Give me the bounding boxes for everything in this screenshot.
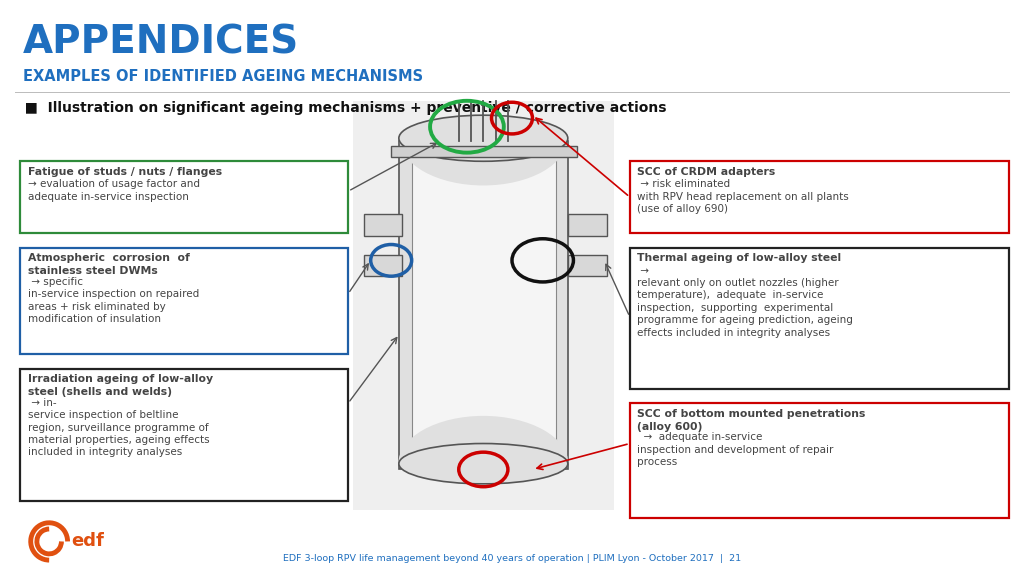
Text: Atmospheric  corrosion  of
stainless steel DWMs: Atmospheric corrosion of stainless steel… — [28, 253, 189, 276]
Bar — [630, 403, 1009, 518]
Text: APPENDICES: APPENDICES — [23, 23, 299, 61]
Text: → in-
service inspection of beltline
region, surveillance programme of
material : → in- service inspection of beltline reg… — [28, 397, 209, 457]
Ellipse shape — [398, 115, 567, 161]
Text: Thermal ageing of low-alloy steel: Thermal ageing of low-alloy steel — [637, 253, 841, 263]
Bar — [568, 214, 607, 236]
Bar — [364, 214, 402, 236]
Ellipse shape — [398, 444, 567, 484]
Bar — [391, 146, 577, 157]
Text: EDF 3-loop RPV life management beyond 40 years of operation | PLIM Lyon - Octobe: EDF 3-loop RPV life management beyond 40… — [283, 554, 741, 563]
Text: → risk eliminated
with RPV head replacement on all plants
(use of alloy 690): → risk eliminated with RPV head replacem… — [637, 179, 849, 214]
Text: → evaluation of usage factor and
adequate in-service inspection: → evaluation of usage factor and adequat… — [28, 179, 200, 202]
Bar — [353, 101, 614, 510]
Text: edf: edf — [72, 532, 104, 551]
Wedge shape — [399, 138, 567, 185]
Text: Fatigue of studs / nuts / flanges: Fatigue of studs / nuts / flanges — [28, 167, 222, 177]
Bar — [399, 141, 568, 469]
Wedge shape — [398, 416, 568, 464]
Text: → specific
in-service inspection on repaired
areas + risk eliminated by
modifica: → specific in-service inspection on repa… — [28, 276, 199, 324]
Text: →
relevant only on outlet nozzles (higher
temperature),  adequate  in-service
in: → relevant only on outlet nozzles (highe… — [637, 266, 853, 338]
Bar — [20, 248, 348, 354]
Bar — [20, 161, 348, 233]
Text: EXAMPLES OF IDENTIFIED AGEING MECHANISMS: EXAMPLES OF IDENTIFIED AGEING MECHANISMS — [23, 69, 423, 84]
Bar — [364, 255, 402, 276]
Text: SCC of bottom mounted penetrations
(alloy 600): SCC of bottom mounted penetrations (allo… — [637, 409, 865, 432]
Bar — [20, 369, 348, 501]
Text: →  adequate in-service
inspection and development of repair
process: → adequate in-service inspection and dev… — [637, 432, 834, 467]
Bar — [630, 161, 1009, 233]
Bar — [568, 255, 607, 276]
Text: Irradiation ageing of low-alloy
steel (shells and welds): Irradiation ageing of low-alloy steel (s… — [28, 374, 213, 397]
Bar — [412, 147, 556, 464]
Bar — [630, 248, 1009, 389]
Text: SCC of CRDM adapters: SCC of CRDM adapters — [637, 167, 775, 177]
Text: ■  Illustration on significant ageing mechanisms + preventive / corrective actio: ■ Illustration on significant ageing mec… — [15, 101, 667, 115]
